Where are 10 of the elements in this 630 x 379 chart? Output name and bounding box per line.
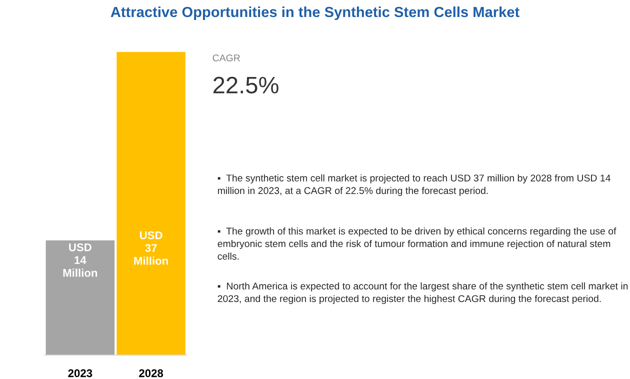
text: 22.5%	[214, 76, 278, 94]
text: ▪ North America is expected to account for the largest share of the synthetic stem cell market in 2023, and the region is projected to register the highest CAGR during the forecast period.	[218, 282, 628, 304]
text: CAGR	[212, 54, 240, 62]
text: Attractive Opportunities in the Synthetic Stem Cells Market	[110, 6, 520, 20]
x-tick-label: 2023	[68, 369, 92, 378]
text: ▪ The synthetic stem cell market is projected to reach USD 37 million by 2028 from USD 14 million in 2023, at a CAGR of 22.5% during the forecast period.	[218, 174, 610, 196]
data-label: USD 37 Million	[134, 231, 168, 265]
data-label: USD 14 Million	[63, 243, 98, 277]
x-tick-label: 2028	[139, 369, 164, 378]
text: ▪ The growth of this market is expected to be driven by ethical concerns regarding the use of embryonic stem cells and the risk of tumour formation and immune rejection of natural stem cells.	[218, 227, 616, 260]
